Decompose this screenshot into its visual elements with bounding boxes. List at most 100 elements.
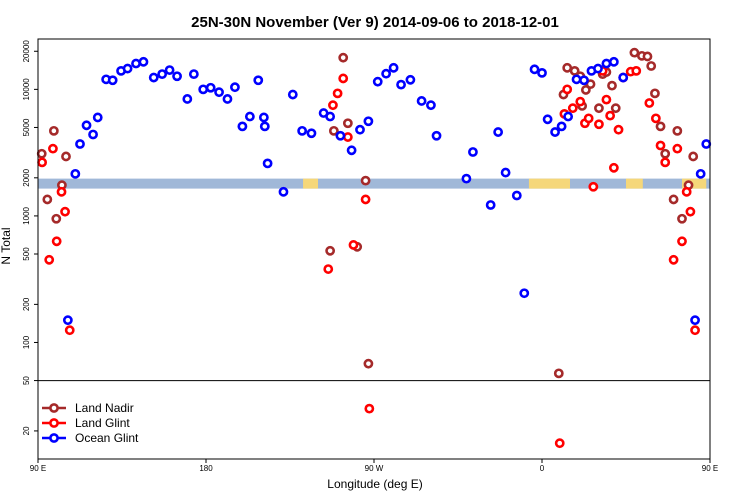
data-point	[588, 181, 599, 192]
data-point	[355, 124, 365, 135]
data-point	[306, 128, 317, 139]
data-point	[605, 110, 616, 121]
data-point	[500, 167, 511, 178]
data-point	[672, 125, 683, 136]
data-point	[601, 58, 612, 69]
data-point	[575, 96, 586, 107]
data-point	[214, 87, 224, 98]
data-point	[363, 358, 374, 369]
data-point	[205, 82, 216, 93]
data-point	[287, 89, 298, 100]
data-point	[335, 130, 346, 141]
data-point	[594, 103, 604, 114]
series-ocean-glint	[62, 56, 712, 326]
data-point	[593, 63, 603, 74]
data-point	[642, 51, 653, 62]
data-point	[650, 113, 661, 124]
legend-entry: Land Nadir	[42, 401, 134, 415]
data-point	[571, 74, 582, 85]
data-point	[554, 438, 565, 449]
data-point	[660, 157, 671, 168]
data-point	[253, 75, 264, 86]
data-point	[61, 151, 71, 162]
land-ocean-band	[38, 178, 710, 189]
legend-entry: Ocean Glint	[42, 431, 139, 445]
land-band-segment	[626, 178, 643, 189]
x-axis-label: Longitude (deg E)	[327, 477, 422, 491]
data-point	[64, 325, 75, 336]
data-point	[607, 80, 617, 91]
data-point	[644, 98, 655, 108]
data-point	[222, 94, 233, 104]
data-point	[297, 125, 308, 136]
data-point	[660, 148, 671, 159]
data-point	[690, 325, 700, 336]
data-point	[262, 158, 273, 169]
y-tick-label: 500	[22, 247, 31, 261]
data-point	[138, 56, 149, 67]
data-point	[405, 74, 416, 85]
data-point	[569, 65, 580, 76]
data-point	[426, 100, 436, 111]
x-tick-label: 90 E	[702, 464, 718, 473]
data-point	[601, 94, 612, 105]
data-point	[493, 127, 504, 137]
y-axis-label: N Total	[0, 227, 13, 264]
data-point	[244, 111, 255, 122]
data-point	[388, 62, 399, 73]
data-point	[278, 186, 289, 197]
ocean-band	[38, 178, 710, 189]
data-point	[338, 52, 349, 63]
data-point	[36, 148, 47, 159]
data-point	[198, 84, 209, 95]
data-point	[431, 130, 442, 141]
legend-label: Land Glint	[75, 416, 130, 430]
data-point	[342, 118, 353, 129]
data-point	[563, 111, 574, 122]
data-point	[668, 254, 679, 265]
x-axis: 90 E 180 90 W 0 90 E	[30, 459, 718, 473]
land-band-segment	[682, 178, 707, 189]
data-point	[348, 240, 359, 250]
data-point	[485, 200, 496, 210]
data-point	[461, 173, 472, 184]
data-point	[468, 147, 478, 157]
data-point	[131, 58, 141, 69]
data-point	[37, 157, 48, 168]
data-point	[338, 73, 349, 84]
data-point	[701, 139, 712, 149]
data-point	[62, 315, 73, 326]
data-point	[690, 315, 700, 326]
legend-label: Ocean Glint	[75, 431, 139, 445]
y-tick-label: 20000	[22, 40, 31, 63]
data-point	[148, 72, 159, 83]
data-point	[364, 403, 375, 414]
legend-marker	[49, 433, 59, 443]
land-band-segment	[528, 178, 570, 189]
data-point	[550, 127, 560, 137]
data-point	[580, 85, 591, 95]
data-point	[44, 254, 55, 265]
data-point	[51, 213, 62, 224]
data-point	[511, 190, 522, 201]
data-point	[122, 63, 133, 74]
data-point	[70, 168, 81, 179]
data-point	[164, 65, 175, 75]
data-point	[328, 100, 338, 111]
data-point	[75, 139, 85, 149]
data-point	[655, 140, 666, 151]
data-point	[529, 64, 540, 75]
y-tick-label: 200	[22, 297, 31, 311]
data-point	[553, 368, 564, 379]
legend-entry: Land Glint	[42, 416, 130, 430]
data-point	[48, 143, 58, 154]
legend-marker	[49, 418, 59, 428]
data-point	[608, 56, 619, 67]
land-band-segment	[303, 178, 318, 189]
data-point	[695, 168, 706, 179]
data-point	[259, 121, 270, 132]
data-point	[332, 88, 343, 99]
data-point	[672, 143, 683, 154]
